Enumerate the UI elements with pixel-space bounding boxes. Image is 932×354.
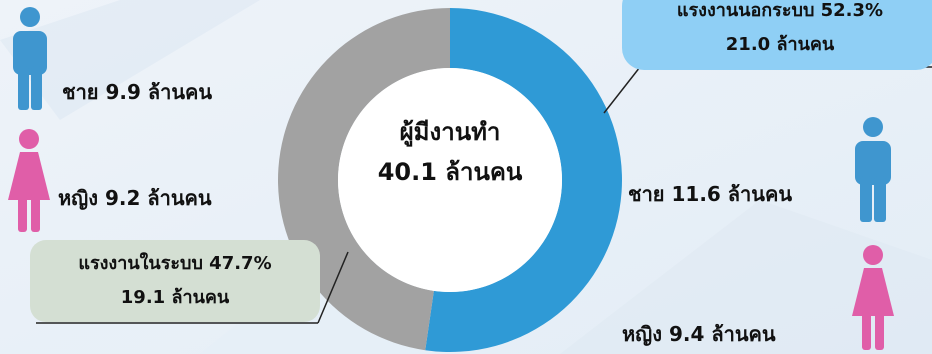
female-icon	[852, 245, 894, 350]
donut-slice-formal	[278, 8, 450, 351]
donut-slice-informal	[425, 8, 622, 352]
female-icon	[8, 129, 50, 232]
informal-count: 21.0 ล้านคน	[725, 34, 835, 55]
informal-label: แรงงานนอกระบบ 52.3%	[676, 0, 884, 21]
formal-label: แรงงานในระบบ 47.7%	[78, 253, 272, 274]
formal-count: 19.1 ล้านคน	[120, 287, 230, 308]
leader-line-formal	[317, 251, 349, 324]
formal-male-text: ชาย 9.9 ล้านคน	[62, 80, 213, 104]
male-icon	[855, 117, 891, 222]
informal-male-text: ชาย 11.6 ล้านคน	[628, 182, 793, 206]
male-icon	[13, 7, 47, 110]
center-total: 40.1 ล้านคน	[377, 158, 523, 186]
donut-center-label: ผู้มีงานทำ 40.1 ล้านคน	[345, 112, 555, 192]
center-title: ผู้มีงานทำ	[399, 118, 501, 146]
formal-badge: แรงงานในระบบ 47.7% 19.1 ล้านคน	[30, 240, 320, 322]
donut-hole	[338, 68, 562, 292]
formal-female-text: หญิง 9.2 ล้านคน	[58, 186, 212, 210]
informal-female-text: หญิง 9.4 ล้านคน	[622, 322, 776, 346]
leader-line-informal	[603, 66, 641, 114]
informal-badge: แรงงานนอกระบบ 52.3% 21.0 ล้านคน	[622, 0, 932, 70]
